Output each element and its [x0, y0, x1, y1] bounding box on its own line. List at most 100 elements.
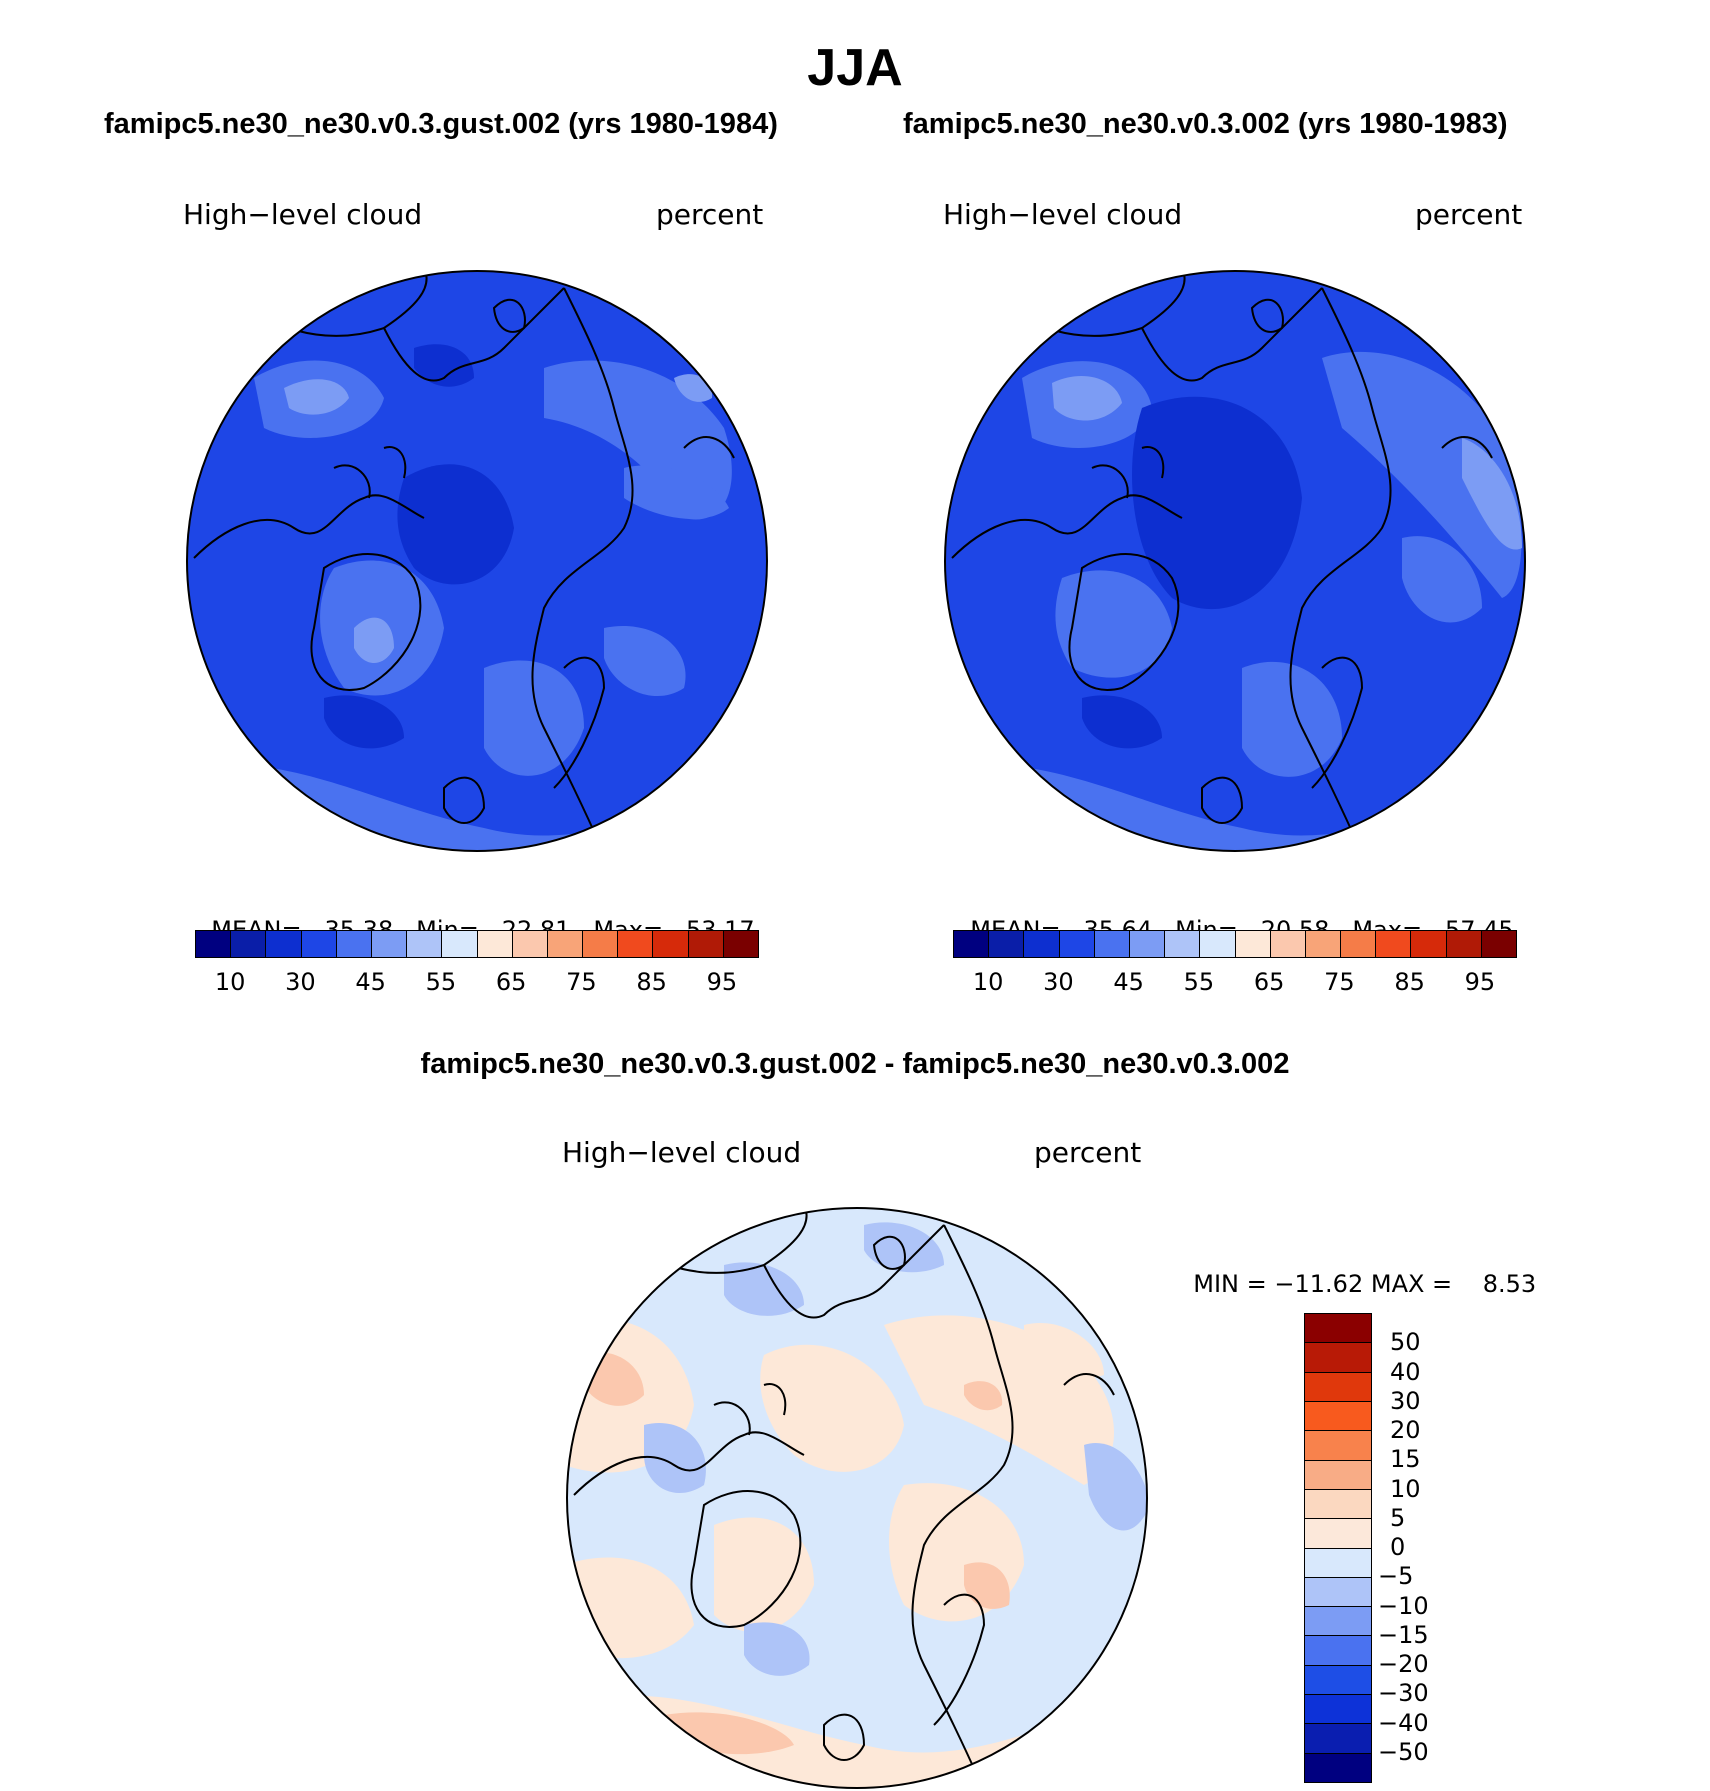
- diff-coastline: [911, 1224, 1014, 1788]
- diff-colorbar-tick-label: 10: [1390, 1474, 1421, 1503]
- left-colorbar-swatch: [231, 931, 267, 957]
- diff-colorbar-tick-label: 15: [1390, 1445, 1421, 1474]
- left-colorbar-tick-label: 85: [636, 968, 667, 996]
- diff-colorbar-swatch: [1305, 1665, 1371, 1696]
- diff-colorbar-swatch: [1305, 1607, 1371, 1637]
- right-colorbar-tick-label: 10: [972, 968, 1004, 996]
- diff-map-background: [567, 1208, 1147, 1788]
- diff-colorbar-tick-label: 30: [1390, 1386, 1421, 1415]
- diff-min-label: MIN =: [1193, 1270, 1267, 1298]
- right-colorbar-swatch: [1481, 931, 1516, 957]
- right-cloud-region: [1242, 661, 1342, 777]
- diff-colorbar-swatch: [1305, 1431, 1371, 1461]
- diff-coastline: [872, 1235, 906, 1270]
- right-colorbar-tick-label: 85: [1394, 968, 1425, 996]
- diff-max-value: 8.53: [1482, 1270, 1537, 1298]
- diff-coastline: [713, 1383, 787, 1436]
- diff-positive-region: [1024, 1323, 1104, 1378]
- left-cloud-region: [604, 626, 686, 697]
- left-colorbar-swatch: [723, 931, 758, 957]
- diff-colorbar-tick-label: −30: [1378, 1679, 1429, 1708]
- diff-colorbar-tick-label: 40: [1390, 1357, 1421, 1386]
- diff-colorbar-tick-label: 5: [1390, 1503, 1406, 1532]
- right-coastline: [951, 494, 1183, 559]
- right-colorbar-swatch: [1129, 931, 1166, 957]
- left-colorbar-swatch: [336, 931, 372, 957]
- diff-max-label: MAX =: [1370, 1270, 1453, 1298]
- right-cloud-region: [1052, 375, 1122, 421]
- diff-map-border: [566, 1207, 1148, 1789]
- left-coastline: [683, 436, 735, 459]
- left-coastline: [443, 776, 486, 824]
- left-colorbar-swatch: [301, 931, 337, 957]
- diff-coastline: [763, 1224, 945, 1319]
- right-colorbar-swatch: [1270, 931, 1306, 957]
- diff-colorbar-swatch: [1305, 1314, 1371, 1344]
- right-cloud-region: [1082, 695, 1162, 749]
- right-cloud-region: [1322, 351, 1522, 598]
- left-cloud-region: [624, 465, 729, 519]
- left-cloud-region: [354, 617, 394, 663]
- left-cloud-region: [674, 374, 713, 402]
- right-colorbar-swatch: [1305, 931, 1342, 957]
- right-colorbar: [953, 930, 1517, 958]
- right-cloud-region: [1055, 570, 1172, 678]
- diff-min-value: −11.62: [1274, 1270, 1364, 1298]
- diff-coastline: [690, 1490, 802, 1628]
- right-map-border: [944, 270, 1526, 852]
- diff-negative-region: [1084, 1443, 1147, 1531]
- right-coastline: [1311, 656, 1364, 789]
- diff-colorbar-swatch: [1305, 1401, 1371, 1432]
- left-colorbar-swatch: [266, 931, 302, 957]
- diff-coastline: [823, 1713, 866, 1761]
- diff-units-label: percent: [1034, 1136, 1142, 1169]
- diff-colorbar-tick-label: −15: [1378, 1620, 1429, 1649]
- left-cloud-region: [414, 344, 474, 387]
- left-coastline: [492, 298, 526, 333]
- diff-colorbar-tick-label: −20: [1378, 1650, 1429, 1678]
- left-coastline: [310, 553, 422, 691]
- diff-colorbar-swatch: [1305, 1343, 1371, 1373]
- diff-negative-region: [644, 1423, 706, 1494]
- right-colorbar-tick-label: 75: [1324, 968, 1355, 996]
- diff-colorbar-swatch: [1305, 1636, 1371, 1666]
- left-case-title: famipc5.ne30_ne30.v0.3.gust.002 (yrs 198…: [104, 108, 778, 140]
- left-colorbar-swatch: [196, 931, 232, 957]
- diff-colorbar-swatch: [1305, 1489, 1371, 1520]
- diff-coastline: [933, 1593, 986, 1726]
- diff-colorbar-tick-label: −40: [1378, 1708, 1429, 1737]
- diff-colorbar-swatch: [1305, 1372, 1371, 1402]
- left-colorbar-tick-label: 75: [566, 968, 597, 996]
- left-colorbar-swatch: [477, 931, 513, 957]
- right-colorbar-swatch: [1024, 931, 1060, 957]
- left-coastline: [383, 287, 565, 382]
- difference-title: famipc5.ne30_ne30.v0.3.gust.002 - famipc…: [420, 1048, 1290, 1080]
- left-colorbar-swatch: [653, 931, 689, 957]
- left-colorbar-tick-label: 55: [425, 968, 457, 996]
- left-colorbar-swatch: [371, 931, 408, 957]
- right-colorbar-ticks: 10 30 45 55 65 75 85 95: [953, 968, 1515, 998]
- right-coastline: [1068, 553, 1180, 691]
- right-colorbar-tick-label: 30: [1043, 968, 1074, 996]
- diff-colorbar-tick-label: −5: [1378, 1562, 1414, 1591]
- diff-colorbar: [1304, 1313, 1372, 1783]
- left-colorbar-swatch: [512, 931, 548, 957]
- diff-colorbar-tick-label: 0: [1390, 1533, 1406, 1561]
- diff-positive-region: [964, 1381, 1003, 1411]
- left-colorbar-tick-label: 45: [355, 968, 386, 996]
- diff-positive-region: [714, 1517, 814, 1632]
- right-colorbar-tick-label: 45: [1113, 968, 1144, 996]
- right-units-label: percent: [1415, 198, 1523, 231]
- right-colorbar-swatch: [1235, 931, 1271, 957]
- right-coastline: [1141, 287, 1323, 382]
- left-polar-map: [186, 270, 768, 852]
- left-colorbar-swatch: [442, 931, 478, 957]
- left-cloud-region: [284, 379, 349, 415]
- right-colorbar-swatch: [954, 931, 990, 957]
- difference-polar-map: [566, 1207, 1148, 1789]
- right-colorbar-swatch: [1376, 931, 1412, 957]
- right-polar-map: [944, 270, 1526, 852]
- right-colorbar-swatch: [1165, 931, 1201, 957]
- left-colorbar-swatch: [547, 931, 584, 957]
- left-cloud-region: [484, 660, 584, 776]
